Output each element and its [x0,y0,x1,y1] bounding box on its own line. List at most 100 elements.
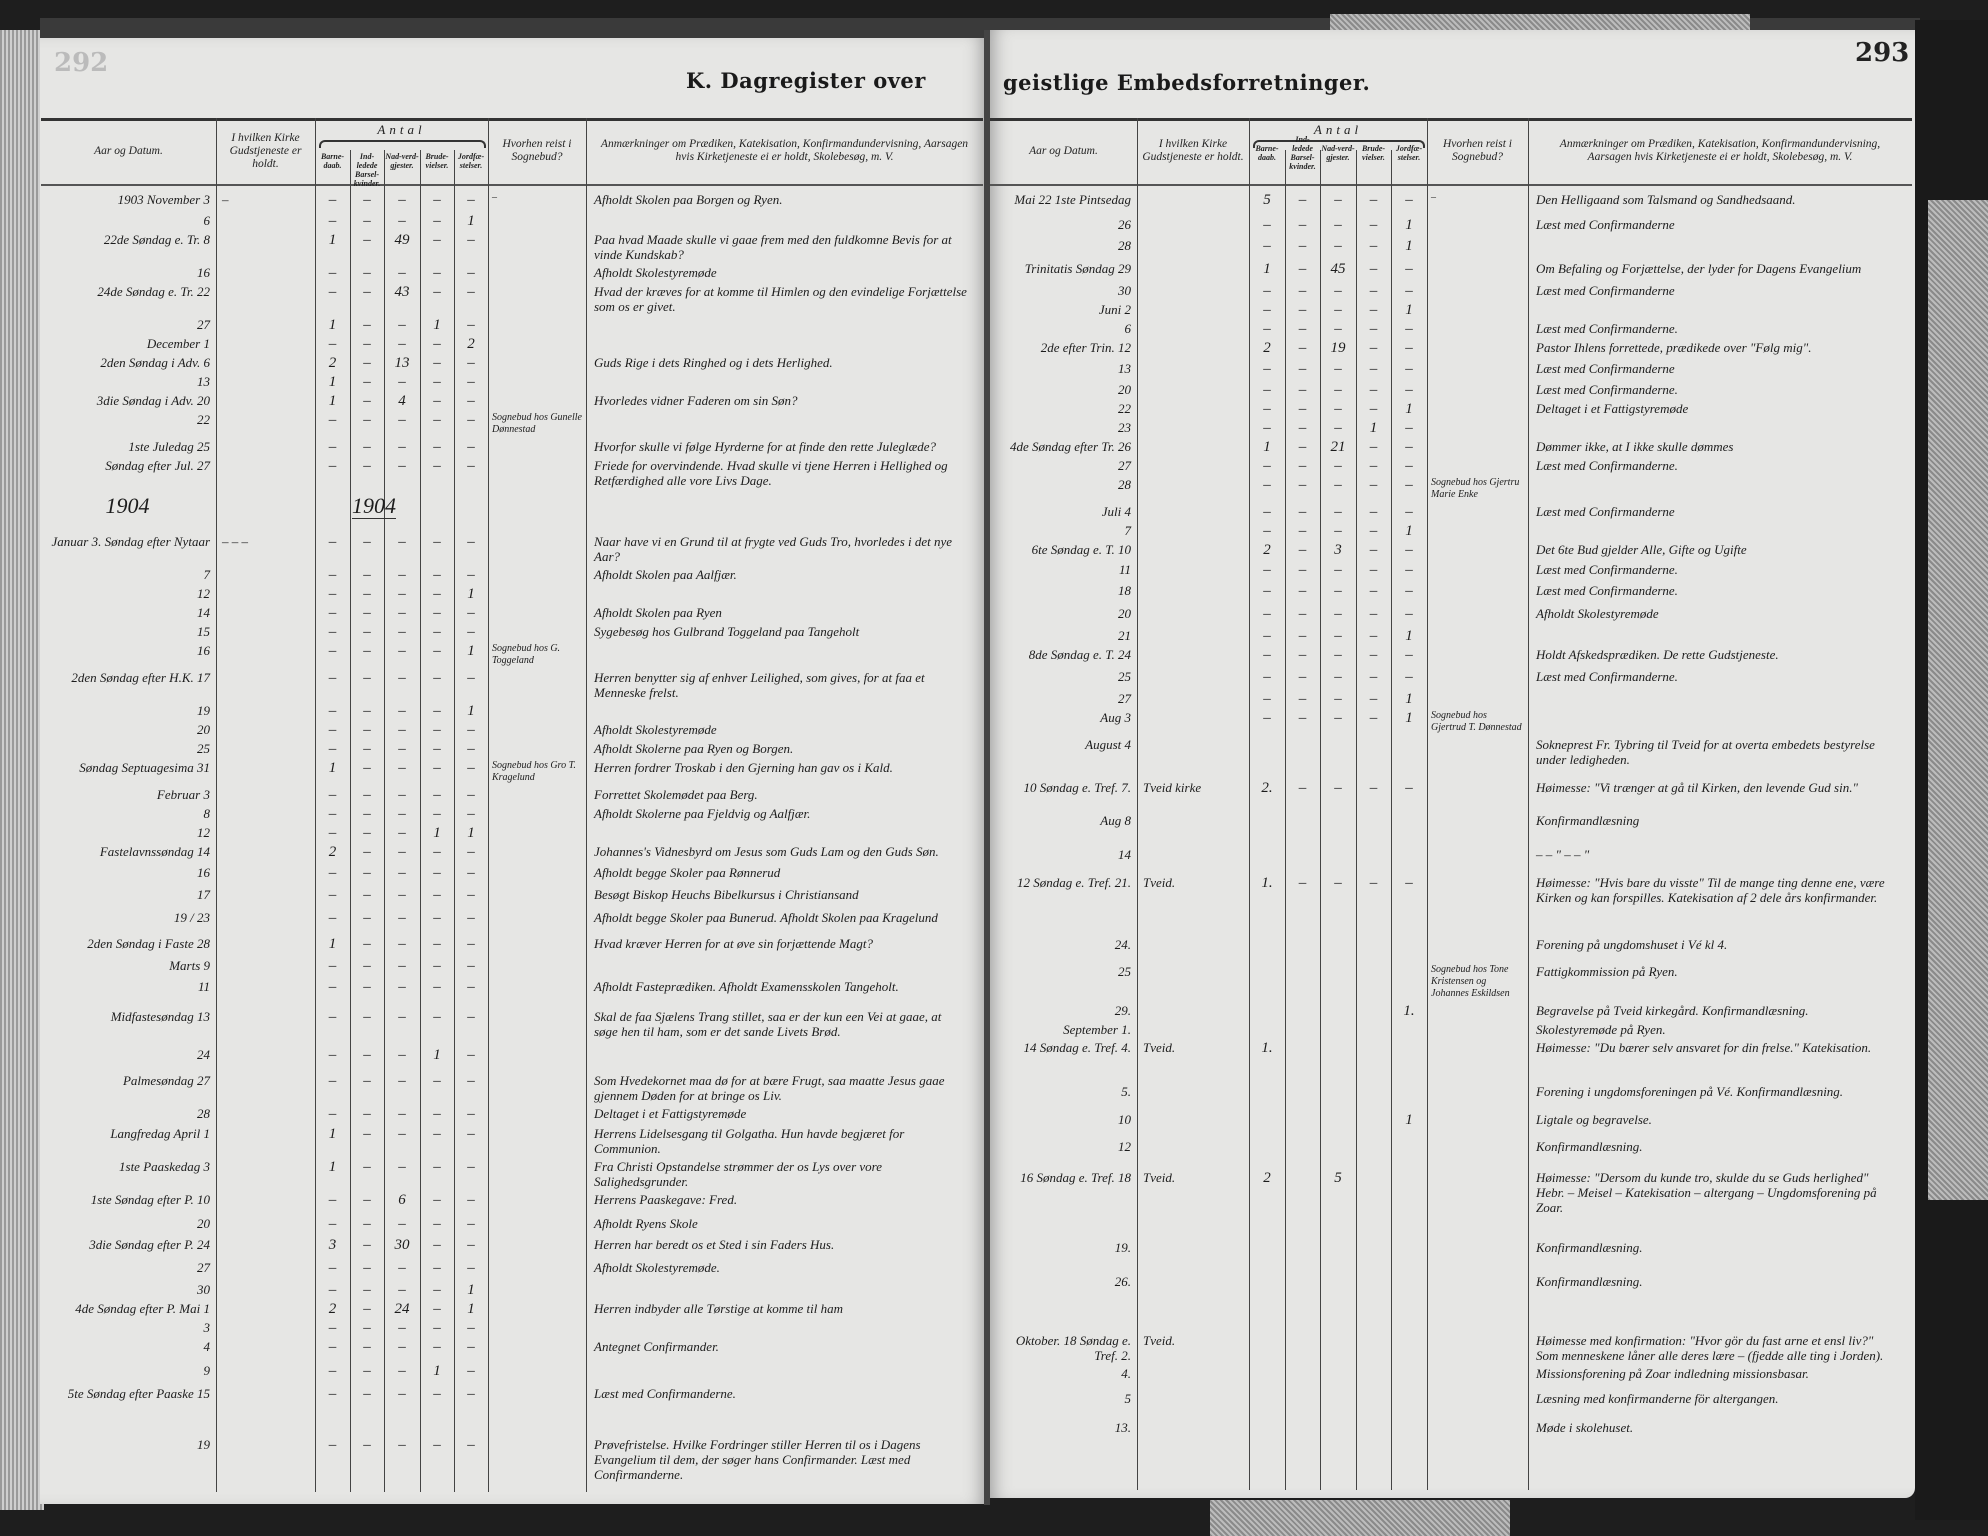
entry-remark: Deltaget i et Fattigstyremøde [1536,401,1689,416]
entry-count-barnedaab: – [1263,583,1271,599]
entry-count-barnedaab: – [1263,361,1271,377]
entry-count-nadverdgjester: – [1334,562,1342,578]
entry-church: Tveid kirke [1143,780,1202,795]
entry-count-barselkvinder: – [1298,562,1307,578]
entry-remark: Læsning med konfirmanderne för altergang… [1536,1391,1779,1406]
entry-remark: Høimesse: "Du bærer selv ansvaret for di… [1536,1040,1872,1055]
entry-count-brudevielser: – [433,787,441,803]
entry-count-barselkvinder: – [363,439,371,455]
entry-count-nadverdgjester: – [1334,669,1342,685]
entry-count-barnedaab: – [1263,647,1271,663]
entry-count-barnedaab: – [328,1363,337,1379]
entry-count-barnedaab: 2 [1263,542,1271,558]
entry-count-nadverdgjester: – [398,760,406,776]
entry-remark: Skolestyremøde på Ryen. [1536,1022,1666,1037]
year-marker-antal: 1904 [352,493,396,519]
entry-count-brudevielser: – [433,232,441,248]
entry-count-barselkvinder: – [363,1237,371,1253]
header-church: I hvilken Kirke Gudstjeneste er holdt. [1142,138,1244,163]
entry-count-barnedaab: – [328,567,337,583]
entry-remark: Læst med Confirmanderne [1536,504,1675,519]
column-rule [1427,118,1428,1490]
entry-count-barselkvinder: – [1298,504,1307,520]
entry-count-nadverdgjester: – [398,605,406,621]
entry-remark: Friede for overvindende. Hvad skulle vi … [594,458,948,488]
entry-sognebud: Sognebud hos Gunelle Dønnestad [492,412,582,435]
entry-count-brudevielser: – [433,1009,441,1025]
entry-count-jordfaestelser: – [467,1073,475,1089]
entry-count-brudevielser: – [433,887,441,903]
column-rule [1391,150,1392,1490]
entry-count-nadverdgjester: – [1334,458,1342,474]
left-page: 292 K. Dagregister over Aar og Datum. I h… [40,38,986,1504]
page-title-right: geistlige Embedsforretninger. [1003,70,1371,95]
entry-remark: Hvad kræver Herren for at øve sin forjæt… [594,936,873,951]
entry-count-nadverdgjester: – [398,979,406,995]
entry-count-brudevielser: – [1369,606,1378,622]
entry-count-barnedaab: – [1263,477,1271,493]
entry-count-barnedaab: – [1263,710,1271,726]
column-rule [586,118,587,1492]
entry-count-barnedaab: – [328,670,337,686]
entry-count-brudevielser: – [433,1126,441,1142]
entry-date: Marts 9 [169,958,210,973]
entry-count-nadverdgjester: 6 [398,1192,406,1208]
entry-count-brudevielser: 1 [1369,420,1378,436]
entry-count-barselkvinder: – [363,979,371,995]
entry-sognebud: Sognebud hos Gjertru Marie Enke [1431,477,1520,500]
column-rule [1137,118,1138,1490]
antal-brace [1253,140,1425,148]
entry-count-brudevielser: – [1369,647,1378,663]
entry-date: 24de Søndag e. Tr. 22 [97,284,210,299]
entry-date: Februar 3 [156,787,210,802]
entry-count-barnedaab: – [1263,420,1271,436]
header-antal: Antal [1313,122,1363,137]
entry-date: 4. [1121,1366,1131,1381]
entry-date: 24. [1114,937,1131,952]
entry-count-nadverdgjester: – [398,1009,406,1025]
entry-count-nadverdgjester: – [398,936,406,952]
entry-count-brudevielser: – [1369,361,1378,377]
entry-count-nadverdgjester: – [1334,710,1342,726]
entry-count-brudevielser: – [1369,542,1378,558]
entry-count-barselkvinder: – [363,670,371,686]
entry-remark: Afholdt Skolen paa Aalfjær. [594,567,737,582]
entry-date: 29. [1114,1003,1131,1018]
entry-date: 27 [197,1260,210,1275]
right-page: 293 geistlige Embedsforretninger. Aar og… [989,30,1915,1498]
entry-count-barnedaab: 2. [1261,780,1273,796]
entry-count-brudevielser: – [433,374,441,390]
entry-count-jordfaestelser: – [1405,504,1413,520]
entry-count-nadverdgjester: – [398,910,406,926]
page-number-faded: 292 [54,48,109,78]
entry-count-barselkvinder: – [1298,302,1307,318]
entry-date: 1ste Paaskedag 3 [119,1159,210,1174]
entry-count-barselkvinder: – [363,336,371,352]
entry-count-barselkvinder: – [363,910,371,926]
entry-count-barnedaab: – [1263,562,1271,578]
entry-count-jordfaestelser: – [1405,458,1413,474]
entry-count-barnedaab: – [1263,217,1271,233]
entry-count-barselkvinder: – [1298,780,1307,796]
entry-count-brudevielser: – [1369,238,1378,254]
entry-remark: Afholdt Skolestyremøde [594,265,717,280]
entry-date: 20 [1118,606,1131,621]
entry-count-brudevielser: – [433,1320,441,1336]
entry-count-brudevielser: – [433,265,441,281]
entry-count-nadverdgjester: – [398,439,406,455]
entry-date: 3die Søndag i Adv. 20 [96,393,210,408]
entry-count-barnedaab: – [328,265,337,281]
entry-count-jordfaestelser: – [467,355,475,371]
entry-count-barselkvinder: – [1298,261,1307,277]
entry-count-nadverdgjester: – [398,317,406,333]
entry-count-barnedaab: – [328,534,337,550]
entry-count-barnedaab: 1 [1263,261,1271,277]
entry-remark: Det 6te Bud gjelder Alle, Gifte og Ugift… [1536,542,1747,557]
entry-count-brudevielser: – [433,1106,441,1122]
entry-count-barselkvinder: – [363,1339,371,1355]
entry-count-brudevielser: – [433,567,441,583]
entry-count-barselkvinder: – [363,412,371,428]
entry-count-nadverdgjester: – [398,865,406,881]
entry-count-barselkvinder: – [1298,382,1307,398]
entry-count-barnedaab: – [328,336,337,352]
